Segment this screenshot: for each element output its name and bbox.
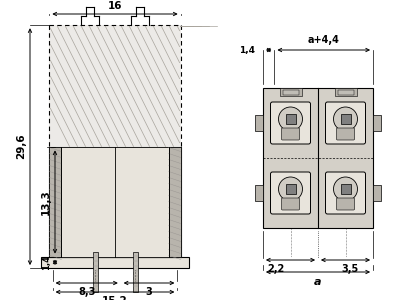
Bar xyxy=(62,148,169,256)
FancyBboxPatch shape xyxy=(336,198,354,210)
Circle shape xyxy=(278,107,302,131)
Text: 3,5: 3,5 xyxy=(342,264,359,274)
Text: 15,2: 15,2 xyxy=(102,296,128,300)
Text: a+4,4: a+4,4 xyxy=(308,35,340,45)
FancyBboxPatch shape xyxy=(282,128,300,140)
Bar xyxy=(255,115,263,131)
Text: a: a xyxy=(314,277,322,287)
Circle shape xyxy=(278,177,302,201)
Bar xyxy=(169,148,181,256)
Text: 29,6: 29,6 xyxy=(16,134,26,160)
Bar xyxy=(282,90,298,95)
Bar xyxy=(50,148,62,256)
Bar xyxy=(42,256,189,268)
FancyBboxPatch shape xyxy=(326,172,366,214)
Text: 16: 16 xyxy=(108,1,122,11)
Text: 1,4: 1,4 xyxy=(239,46,255,55)
FancyBboxPatch shape xyxy=(336,128,354,140)
Text: 3: 3 xyxy=(146,287,152,297)
FancyBboxPatch shape xyxy=(270,172,310,214)
Bar xyxy=(338,90,354,95)
Bar xyxy=(373,185,381,201)
Bar xyxy=(50,148,181,256)
Bar xyxy=(340,184,350,194)
Text: 13,3: 13,3 xyxy=(41,189,51,215)
Bar xyxy=(255,185,263,201)
Bar xyxy=(92,251,98,292)
Bar xyxy=(340,114,350,124)
Circle shape xyxy=(334,177,358,201)
FancyBboxPatch shape xyxy=(326,102,366,144)
Bar xyxy=(286,184,296,194)
Bar xyxy=(286,114,296,124)
Text: 2,2: 2,2 xyxy=(267,264,284,274)
Text: 8,3: 8,3 xyxy=(78,287,95,297)
Bar xyxy=(263,88,373,228)
Bar xyxy=(334,88,356,96)
Bar xyxy=(132,251,138,292)
FancyBboxPatch shape xyxy=(270,102,310,144)
Bar xyxy=(50,25,181,148)
FancyBboxPatch shape xyxy=(282,198,300,210)
Text: 1,4: 1,4 xyxy=(42,255,51,270)
Circle shape xyxy=(334,107,358,131)
Bar xyxy=(373,115,381,131)
Bar xyxy=(280,88,302,96)
